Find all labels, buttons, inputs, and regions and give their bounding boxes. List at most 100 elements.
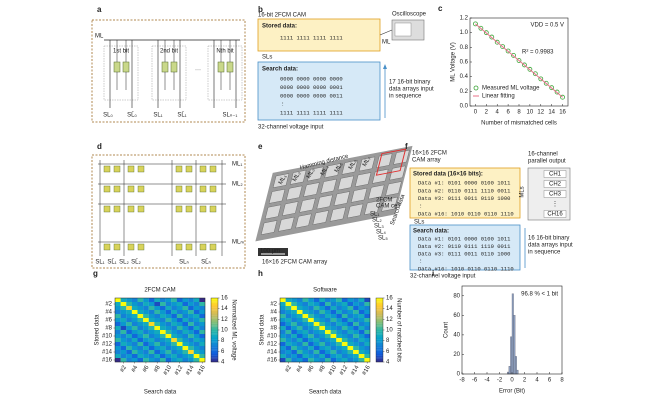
heatmap-cell (325, 342, 331, 347)
stored-data: 1111 1111 1111 1111 (280, 34, 343, 41)
colorbar-tick-label: 8 (386, 338, 390, 344)
heatmap-cell (347, 346, 354, 351)
heatmap-cell (313, 330, 320, 335)
ml-label: ML₂ (232, 182, 243, 188)
heatmap-cell (313, 338, 320, 343)
data-point (527, 66, 533, 72)
x-tick-label: 2 (523, 378, 527, 384)
heatmap-cell (319, 330, 326, 335)
x-tick-label: #10 (328, 364, 339, 376)
stored-box (257, 18, 381, 52)
colorbar-step (376, 314, 383, 316)
heatmap-cell (336, 310, 342, 315)
colorbar-step (211, 339, 218, 342)
heatmap-cell (188, 298, 194, 303)
y-tick-label: #14 (102, 350, 113, 356)
heatmap-cell (296, 354, 303, 359)
heatmap-cell (182, 338, 189, 343)
sl-label: SL₁ (95, 260, 104, 266)
x-tick-label: #4 (131, 364, 140, 373)
cam-cell (368, 184, 385, 200)
heatmap-cell (171, 326, 177, 331)
heatmap-cell (120, 350, 127, 355)
ml-label: ML₃ (306, 167, 317, 180)
data-point (494, 39, 500, 45)
colorbar-step (211, 317, 218, 319)
colorbar-step (376, 349, 383, 351)
colorbar-step (211, 298, 218, 300)
heatmap-cell (341, 338, 348, 343)
channel-label: ⋮ (552, 202, 558, 208)
fit-line (475, 23, 563, 98)
heatmap-cell (341, 358, 348, 363)
cam-cell (260, 220, 278, 235)
heatmap-cell (143, 322, 149, 327)
colorbar-step (211, 322, 218, 324)
sl-label: SL₁ (153, 113, 162, 119)
heatmap-cell (313, 322, 320, 327)
heatmap-cell (302, 310, 309, 315)
transistor (209, 243, 217, 251)
y-tick-label: #2 (270, 302, 277, 308)
heatmap-cell (341, 302, 348, 307)
heatmap-cell (171, 350, 177, 355)
heatmap-cell (126, 358, 132, 363)
sl-label: SL₀ (103, 113, 113, 119)
heatmap-cell (313, 342, 320, 347)
heatmap-cell (291, 334, 297, 339)
heatmap-cell (291, 338, 297, 343)
heatmap-cell (131, 350, 138, 355)
y-tick-label: #8 (270, 326, 277, 332)
heatmap-cell (171, 342, 177, 347)
stored-label: Stored data: (262, 24, 297, 30)
heatmap-cell (160, 302, 166, 307)
heatmap-cell (341, 330, 348, 335)
y-axis-label: ML Voltage (V) (451, 42, 457, 81)
heatmap-cell (313, 298, 320, 303)
heatmap-cell (325, 302, 331, 307)
heatmap-cell (313, 358, 320, 363)
transistor (113, 165, 121, 173)
note: in sequence (389, 94, 422, 100)
transistor (137, 185, 145, 193)
colorbar-tick-label: 16 (386, 296, 393, 302)
heatmap-cell (131, 322, 138, 327)
heatmap-cell (280, 302, 286, 307)
heatmap-cell (154, 306, 161, 311)
x-tick-label: #12 (174, 364, 185, 376)
ml-label: ML (95, 34, 104, 40)
data-point (473, 21, 478, 27)
x-axis-label: Error (Bit) (499, 389, 525, 395)
heatmap-cell (319, 302, 326, 307)
colorbar-step (211, 338, 218, 340)
heatmap-cell (148, 310, 155, 315)
heatmap-cell (336, 342, 342, 347)
sls-label: SLs (414, 220, 424, 226)
sl-label: SLₙ₋₁ (223, 113, 238, 119)
heatmap-cell (193, 314, 200, 319)
heatmap-cell (176, 358, 183, 363)
heatmap-cell (308, 338, 314, 343)
heatmap-cell (330, 318, 337, 323)
heatmap-cell (131, 358, 138, 363)
heatmap-cell (325, 354, 331, 359)
heatmap-cell (182, 318, 189, 323)
heatmap-cell (308, 354, 314, 359)
heatmap-cell (154, 342, 161, 347)
x-tick-label: #8 (318, 364, 327, 373)
note: in sequence (528, 250, 561, 256)
transistor (185, 185, 193, 193)
search-data: Data #2: 0110 0111 1110 0011 (418, 243, 511, 250)
heatmap-cell (193, 342, 200, 347)
colorbar-step (376, 330, 383, 332)
heatmap-cell (188, 334, 194, 339)
colorbar-step (211, 306, 218, 308)
y-tick-label: #12 (102, 342, 113, 348)
heatmap-cell (325, 306, 331, 311)
heatmap-cell (285, 302, 292, 307)
heatmap-cell (193, 338, 200, 343)
colorbar-step (376, 323, 383, 326)
heatmap-cell (165, 354, 172, 359)
heatmap-cell (137, 350, 144, 355)
heatmap-cell (131, 310, 138, 315)
